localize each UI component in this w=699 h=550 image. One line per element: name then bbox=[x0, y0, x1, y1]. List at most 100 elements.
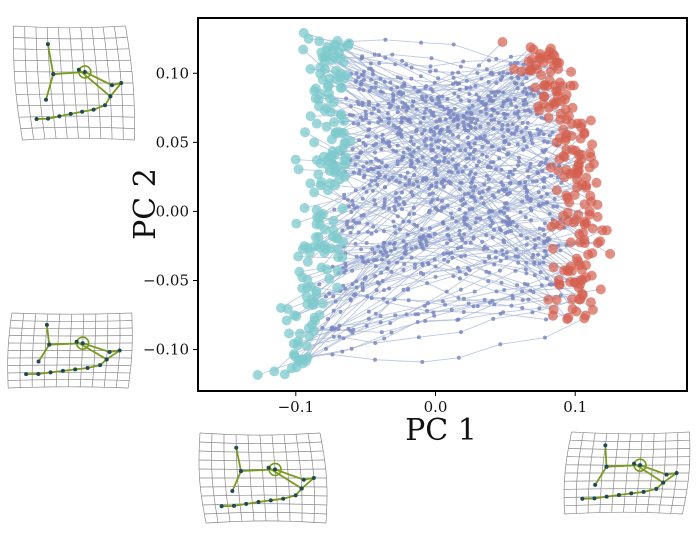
trajectory-point bbox=[377, 61, 382, 66]
grid-line bbox=[7, 379, 130, 381]
trajectory-point bbox=[414, 129, 419, 134]
trajectory-point bbox=[445, 106, 450, 111]
trajectory-point bbox=[531, 93, 536, 98]
trajectory-point bbox=[427, 192, 432, 197]
trajectory-point bbox=[435, 95, 440, 100]
trajectory-point bbox=[455, 265, 460, 270]
trajectory-point bbox=[361, 88, 366, 93]
grid-line bbox=[283, 434, 291, 522]
trajectory-point bbox=[465, 266, 470, 270]
trajectory-point bbox=[500, 104, 505, 109]
skeleton-node bbox=[36, 359, 41, 364]
trajectory-point bbox=[464, 85, 469, 90]
trajectory-point bbox=[487, 58, 491, 63]
end-point bbox=[569, 190, 580, 200]
trajectory-point bbox=[545, 200, 550, 205]
trajectory-point bbox=[424, 94, 429, 99]
trajectory-point bbox=[377, 165, 382, 170]
trajectory-point bbox=[398, 89, 402, 94]
trajectory-point bbox=[462, 126, 467, 131]
trajectory-point bbox=[419, 94, 424, 99]
trajectory-point bbox=[348, 298, 353, 303]
trajectory-point bbox=[559, 180, 564, 185]
trajectory-point bbox=[544, 157, 549, 161]
start-point bbox=[311, 205, 322, 215]
trajectory-point bbox=[445, 128, 450, 133]
trajectory-point bbox=[446, 234, 451, 239]
skeleton-node bbox=[580, 496, 585, 501]
end-point bbox=[584, 162, 595, 173]
trajectory-point bbox=[398, 227, 402, 232]
trajectory-point bbox=[422, 303, 427, 308]
trajectory-point bbox=[455, 113, 460, 118]
trajectory-point bbox=[400, 207, 404, 212]
trajectory-point bbox=[341, 336, 346, 341]
end-point bbox=[538, 91, 549, 102]
trajectory-point bbox=[359, 247, 364, 252]
trajectory-point bbox=[484, 269, 489, 274]
trajectory-point bbox=[484, 154, 489, 159]
skeleton-node bbox=[244, 501, 249, 506]
skeleton-node bbox=[638, 463, 643, 468]
trajectory-point bbox=[551, 204, 556, 209]
trajectory-point bbox=[459, 254, 463, 259]
trajectory-point bbox=[498, 209, 502, 214]
trajectory-point bbox=[331, 327, 336, 332]
trajectory-point bbox=[475, 71, 480, 75]
trajectory-point bbox=[403, 183, 408, 188]
trajectory-point bbox=[434, 102, 439, 106]
start-point bbox=[286, 363, 297, 374]
trajectory-point bbox=[381, 296, 386, 301]
trajectory-point bbox=[465, 135, 470, 140]
skeleton-node bbox=[674, 471, 679, 475]
trajectory-point bbox=[530, 141, 535, 146]
start-point bbox=[301, 341, 312, 351]
trajectory-point bbox=[424, 178, 429, 182]
skeleton-node bbox=[238, 469, 243, 474]
trajectory-point bbox=[457, 81, 461, 86]
trajectory-point bbox=[361, 186, 366, 191]
skeleton-node bbox=[46, 116, 51, 121]
trajectory-point bbox=[527, 165, 532, 170]
trajectory-point bbox=[528, 133, 533, 138]
trajectory-point bbox=[493, 255, 498, 260]
trajectory-point bbox=[317, 282, 322, 287]
trajectory-point bbox=[351, 170, 356, 175]
skeleton-node bbox=[231, 503, 236, 508]
trajectory-point bbox=[392, 224, 397, 229]
trajectory-point bbox=[453, 163, 458, 168]
trajectory-point bbox=[386, 120, 391, 125]
trajectory-point bbox=[496, 89, 501, 94]
trajectory-point bbox=[473, 126, 478, 131]
skeleton-node bbox=[119, 81, 124, 85]
skeleton-node bbox=[107, 349, 112, 354]
trajectory-point bbox=[364, 112, 369, 117]
trajectory-point bbox=[393, 208, 397, 212]
trajectory-point bbox=[537, 226, 542, 231]
trajectory-point bbox=[455, 317, 460, 322]
trajectory-point bbox=[400, 155, 405, 160]
trajectory-point bbox=[405, 170, 410, 175]
trajectory-point bbox=[440, 104, 445, 109]
trajectory-point bbox=[401, 239, 406, 244]
trajectory-point bbox=[359, 82, 364, 86]
trajectory-point bbox=[538, 270, 543, 275]
trajectory-point bbox=[430, 191, 435, 196]
trajectory-point bbox=[401, 268, 406, 272]
trajectory-point bbox=[381, 252, 386, 257]
end-point bbox=[592, 211, 603, 222]
trajectory-point bbox=[401, 219, 406, 224]
grid-line bbox=[79, 314, 85, 387]
trajectory-point bbox=[430, 197, 435, 202]
start-point bbox=[333, 244, 344, 255]
trajectory-point bbox=[324, 346, 328, 351]
trajectory-line bbox=[332, 46, 531, 166]
trajectory-point bbox=[502, 139, 507, 144]
trajectory-point bbox=[505, 229, 510, 234]
trajectory-point bbox=[432, 231, 437, 236]
start-point bbox=[331, 233, 342, 244]
skeleton-node bbox=[34, 116, 39, 121]
trajectory-line bbox=[326, 54, 562, 102]
trajectory-point bbox=[436, 76, 441, 81]
start-point bbox=[311, 118, 322, 129]
